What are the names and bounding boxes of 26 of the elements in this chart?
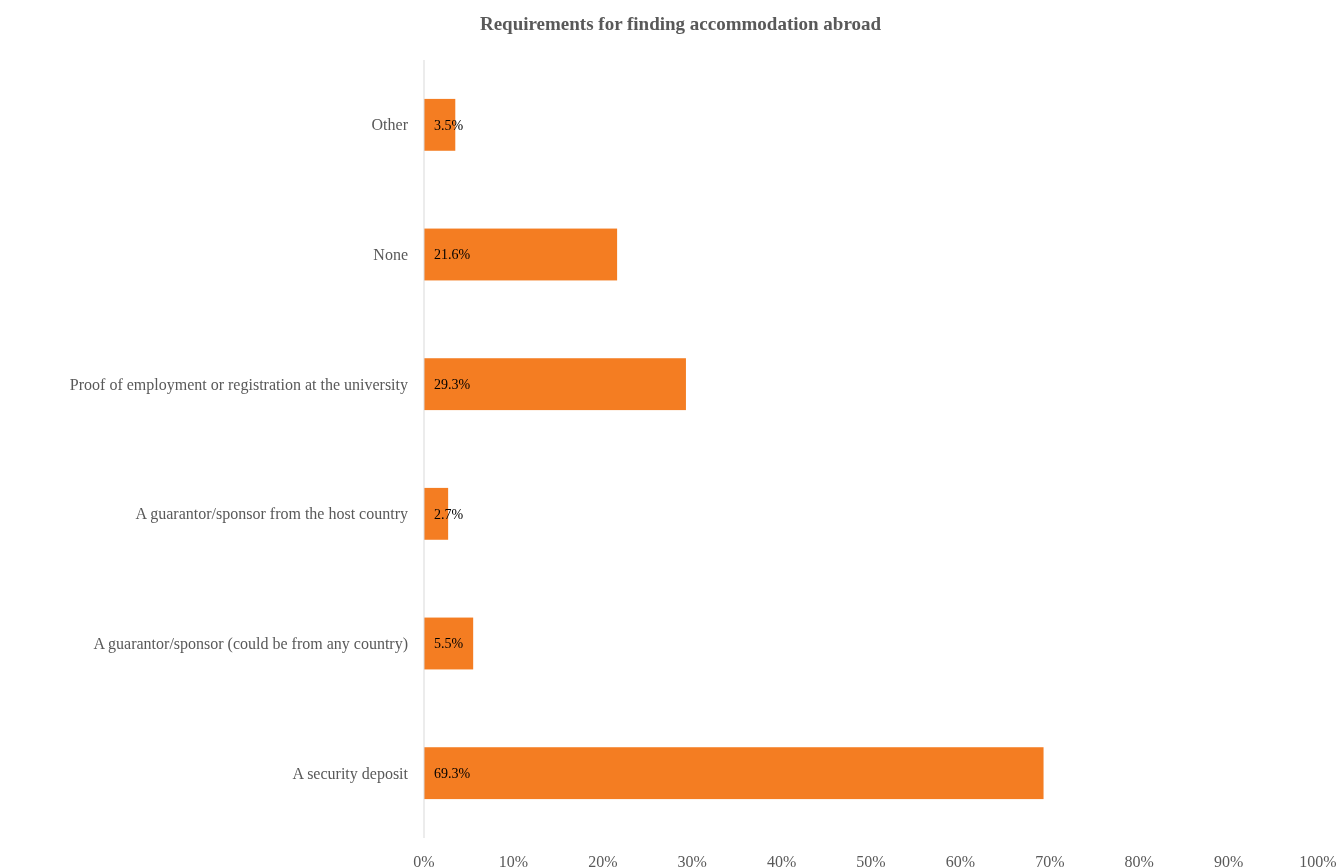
- data-label: 5.5%: [434, 636, 464, 652]
- y-tick-label: A guarantor/sponsor from the host country: [135, 505, 408, 524]
- x-tick-label: 90%: [1213, 852, 1244, 868]
- chart-title: Requirements for finding accommodation abroad: [479, 13, 882, 34]
- x-tick-label: 70%: [1035, 852, 1065, 868]
- bar: [424, 747, 1044, 800]
- x-tick-label: 50%: [856, 852, 886, 868]
- x-tick-label: 80%: [1124, 852, 1154, 868]
- data-label: 29.3%: [434, 377, 471, 393]
- x-tick-label: 0%: [413, 852, 435, 868]
- data-label: 69.3%: [434, 766, 471, 782]
- x-tick-label: 10%: [498, 852, 529, 868]
- data-label: 21.6%: [434, 247, 471, 263]
- y-tick-label: Other: [371, 116, 409, 134]
- x-tick-label: 100%: [1299, 852, 1337, 868]
- y-tick-label: A guarantor/sponsor (could be from any country): [93, 635, 408, 654]
- x-tick-label: 20%: [588, 852, 618, 868]
- x-tick-label: 30%: [677, 852, 707, 868]
- y-tick-label: None: [373, 246, 408, 264]
- x-tick-label: 60%: [945, 852, 976, 868]
- bar: [424, 228, 618, 281]
- y-tick-label: Proof of employment or registration at the university: [69, 375, 408, 394]
- x-tick-label: 40%: [766, 852, 797, 868]
- bar: [424, 358, 686, 411]
- y-tick-label: A security deposit: [292, 764, 409, 783]
- bar: [424, 617, 474, 670]
